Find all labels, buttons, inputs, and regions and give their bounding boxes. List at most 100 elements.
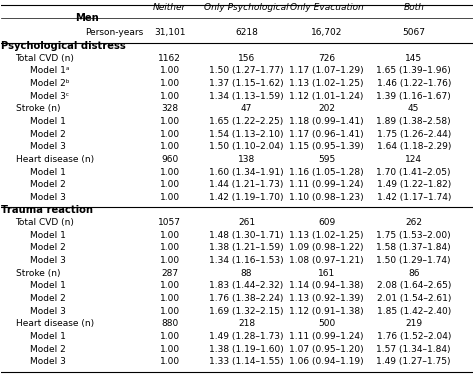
Text: 1.85 (1.42–2.40): 1.85 (1.42–2.40) [376,307,451,316]
Text: 1.49 (1.27–1.75): 1.49 (1.27–1.75) [376,357,451,366]
Text: 1.75 (1.53–2.00): 1.75 (1.53–2.00) [376,231,451,240]
Text: 2.08 (1.64–2.65): 2.08 (1.64–2.65) [376,281,451,290]
Text: 1.12 (1.01–1.24): 1.12 (1.01–1.24) [289,92,364,101]
Text: 6218: 6218 [235,29,258,37]
Text: 145: 145 [405,54,422,63]
Text: 1.34 (1.13–1.59): 1.34 (1.13–1.59) [209,92,284,101]
Text: 1.39 (1.16–1.67): 1.39 (1.16–1.67) [376,92,451,101]
Text: 1.83 (1.44–2.32): 1.83 (1.44–2.32) [210,281,283,290]
Text: 880: 880 [161,319,178,328]
Text: 960: 960 [161,155,178,164]
Text: 609: 609 [318,218,335,227]
Text: 1.33 (1.14–1.55): 1.33 (1.14–1.55) [209,357,284,366]
Text: 1.50 (1.27–1.77): 1.50 (1.27–1.77) [209,66,284,75]
Text: Model 3ᶜ: Model 3ᶜ [30,92,69,101]
Text: 595: 595 [318,155,335,164]
Text: 1.54 (1.13–2.10): 1.54 (1.13–2.10) [209,129,283,139]
Text: Model 2: Model 2 [30,294,65,303]
Text: 1.49 (1.28–1.73): 1.49 (1.28–1.73) [209,332,283,341]
Text: 1.42 (1.17–1.74): 1.42 (1.17–1.74) [376,193,451,202]
Text: Psychological distress: Psychological distress [1,40,126,51]
Text: 1.00: 1.00 [160,357,180,366]
Text: 1.13 (1.02–1.25): 1.13 (1.02–1.25) [289,231,364,240]
Text: 1.38 (1.19–1.60): 1.38 (1.19–1.60) [209,345,284,353]
Text: 262: 262 [405,218,422,227]
Text: 1.50 (1.10–2.04): 1.50 (1.10–2.04) [209,142,283,151]
Text: Model 1: Model 1 [30,231,65,240]
Text: 45: 45 [408,104,419,113]
Text: 156: 156 [238,54,255,63]
Text: Model 2: Model 2 [30,180,65,189]
Text: 1.00: 1.00 [160,168,180,176]
Text: 1.57 (1.34–1.84): 1.57 (1.34–1.84) [376,345,451,353]
Text: Both: Both [403,3,424,12]
Text: Model 1: Model 1 [30,332,65,341]
Text: 1.13 (1.02–1.25): 1.13 (1.02–1.25) [289,79,364,88]
Text: 86: 86 [408,269,419,278]
Text: 1.58 (1.37–1.84): 1.58 (1.37–1.84) [376,243,451,253]
Text: 287: 287 [161,269,178,278]
Text: 31,101: 31,101 [154,29,185,37]
Text: 1.37 (1.15–1.62): 1.37 (1.15–1.62) [209,79,284,88]
Text: 1.17 (0.96–1.41): 1.17 (0.96–1.41) [289,129,364,139]
Text: 1.76 (1.38–2.24): 1.76 (1.38–2.24) [209,294,283,303]
Text: 138: 138 [238,155,255,164]
Text: 261: 261 [238,218,255,227]
Text: 1.70 (1.41–2.05): 1.70 (1.41–2.05) [376,168,451,176]
Text: 1.16 (1.05–1.28): 1.16 (1.05–1.28) [289,168,364,176]
Text: 1.75 (1.26–2.44): 1.75 (1.26–2.44) [376,129,451,139]
Text: Stroke (n): Stroke (n) [16,104,60,113]
Text: 1.12 (0.91–1.38): 1.12 (0.91–1.38) [289,307,364,316]
Text: 1.38 (1.21–1.59): 1.38 (1.21–1.59) [209,243,284,253]
Text: 1.08 (0.97–1.21): 1.08 (0.97–1.21) [289,256,364,265]
Text: 1.00: 1.00 [160,345,180,353]
Text: 1.00: 1.00 [160,129,180,139]
Text: 1.00: 1.00 [160,180,180,189]
Text: 1.89 (1.38–2.58): 1.89 (1.38–2.58) [376,117,451,126]
Text: 1.46 (1.22–1.76): 1.46 (1.22–1.76) [376,79,451,88]
Text: 1.00: 1.00 [160,294,180,303]
Text: 202: 202 [318,104,335,113]
Text: 1.49 (1.22–1.82): 1.49 (1.22–1.82) [376,180,451,189]
Text: 1.69 (1.32–2.15): 1.69 (1.32–2.15) [209,307,283,316]
Text: 1.13 (0.92–1.39): 1.13 (0.92–1.39) [289,294,364,303]
Text: 1.44 (1.21–1.73): 1.44 (1.21–1.73) [209,180,283,189]
Text: 1.50 (1.29–1.74): 1.50 (1.29–1.74) [376,256,451,265]
Text: 1.65 (1.22–2.25): 1.65 (1.22–2.25) [210,117,283,126]
Text: Model 1: Model 1 [30,117,65,126]
Text: 16,702: 16,702 [311,29,342,37]
Text: 1.65 (1.39–1.96): 1.65 (1.39–1.96) [376,66,451,75]
Text: Model 2ᵇ: Model 2ᵇ [30,79,69,88]
Text: 1.00: 1.00 [160,281,180,290]
Text: Model 1: Model 1 [30,281,65,290]
Text: 88: 88 [241,269,252,278]
Text: Men: Men [75,13,99,23]
Text: 1.00: 1.00 [160,193,180,202]
Text: 1.00: 1.00 [160,142,180,151]
Text: 1.00: 1.00 [160,79,180,88]
Text: 1.15 (0.95–1.39): 1.15 (0.95–1.39) [289,142,364,151]
Text: 1.00: 1.00 [160,66,180,75]
Text: 1.48 (1.30–1.71): 1.48 (1.30–1.71) [209,231,284,240]
Text: 1.09 (0.98–1.22): 1.09 (0.98–1.22) [289,243,364,253]
Text: 1.60 (1.34–1.91): 1.60 (1.34–1.91) [209,168,284,176]
Text: 500: 500 [318,319,335,328]
Text: 5067: 5067 [402,29,425,37]
Text: 1.18 (0.99–1.41): 1.18 (0.99–1.41) [289,117,364,126]
Text: 1162: 1162 [158,54,181,63]
Text: Only Psychological: Only Psychological [204,3,289,12]
Text: 219: 219 [405,319,422,328]
Text: 218: 218 [238,319,255,328]
Text: 1.00: 1.00 [160,256,180,265]
Text: Model 1ᵃ: Model 1ᵃ [30,66,69,75]
Text: Model 2: Model 2 [30,243,65,253]
Text: 1.64 (1.18–2.29): 1.64 (1.18–2.29) [376,142,451,151]
Text: 1.00: 1.00 [160,117,180,126]
Text: 1.76 (1.52–2.04): 1.76 (1.52–2.04) [376,332,451,341]
Text: Heart disease (n): Heart disease (n) [16,319,94,328]
Text: Person-years: Person-years [85,29,143,37]
Text: 1.11 (0.99–1.24): 1.11 (0.99–1.24) [289,332,364,341]
Text: 124: 124 [405,155,422,164]
Text: 1.00: 1.00 [160,243,180,253]
Text: 1.06 (0.94–1.19): 1.06 (0.94–1.19) [289,357,364,366]
